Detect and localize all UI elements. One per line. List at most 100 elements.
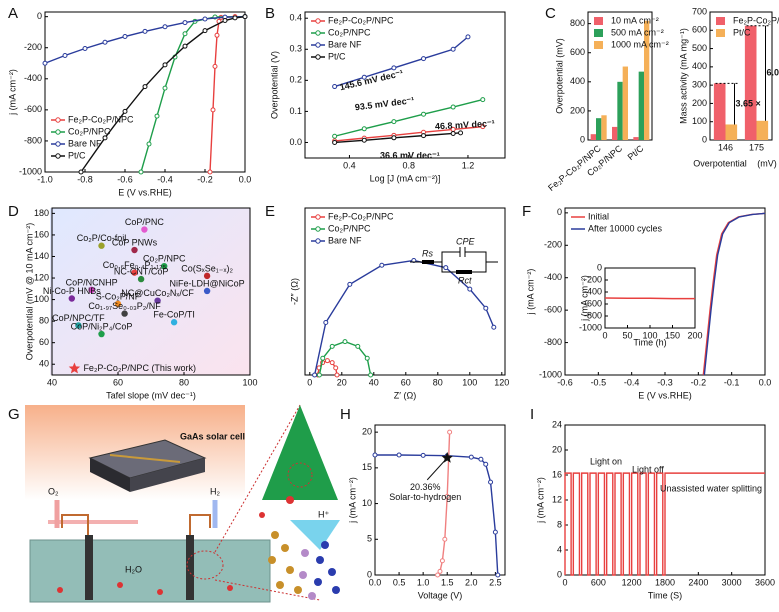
data-line [564,472,765,576]
gas-label: H₂ [210,486,220,496]
circuit-label: Rs [422,248,433,258]
bar [596,118,602,140]
y-tick-label: 10 [362,498,372,508]
data-point [323,320,329,326]
x-tick-label: 40 [47,377,57,387]
y-axis-label: Mass activity (mA mg⁻¹) [678,28,688,124]
y-tick-label: 16 [552,469,562,479]
y-axis-label: j (mA cm⁻²) [525,269,535,316]
x-tick-label: 146 [718,142,733,152]
data-point [391,119,397,125]
y-tick-label: 0.1 [289,106,302,116]
data-point [495,572,501,578]
x-tick-label: 0.0 [239,174,252,184]
y-tick-label: 200 [570,105,585,115]
panel-label: E [265,203,275,220]
legend-label: Bare NF [68,138,102,148]
y-tick-label: 700 [692,6,707,16]
data-point [142,28,148,34]
x-axis-label: Voltage (V) [418,590,463,600]
y-tick-label: 0 [580,134,585,144]
y-tick-label: 0.0 [289,137,302,147]
panel-label: B [265,5,275,22]
bar [644,20,650,140]
x-tick-label: 80 [433,377,443,387]
bar [601,115,607,140]
resistor [422,260,434,264]
data-line [375,454,499,576]
point-label: NC@CuCo₂Nₓ/CF [121,288,194,298]
x-tick-label: 50 [622,330,632,340]
x-tick-label: 0 [602,330,607,340]
data-point [131,246,138,254]
data-point [202,28,208,34]
data-point [214,32,220,38]
data-point [450,130,456,136]
y-tick-label: -1000 [579,322,602,332]
point-label: NC-CNT/CoP [114,266,169,276]
y-tick-label: 8 [557,519,562,529]
data-point [491,324,497,330]
data-point [182,31,188,37]
y-tick-label: 400 [570,76,585,86]
x-axis-label: Log [J (mA cm⁻²)] [370,173,441,183]
solar-cell-side [90,458,130,492]
point-label: Co₂P/NPC [143,254,186,264]
data-point [439,558,445,564]
data-point [242,14,248,20]
legend-marker [55,141,61,147]
y-axis-label: Overpotential (V) [269,51,279,119]
y-tick-label: 600 [692,25,707,35]
point-label: S-Co₂P/NF [96,291,141,301]
operating-point [441,451,453,463]
bar [622,66,628,140]
data-point [468,454,474,460]
data-point [492,529,498,535]
data-point [329,343,335,349]
legend-label: Pt/C [68,150,86,160]
y-tick-label: 0.4 [289,13,302,23]
bar [744,25,757,140]
x-tick-label: 80 [179,377,189,387]
legend-swatch [594,17,603,25]
circuit-label: CPE [456,236,476,246]
data-point [232,15,238,21]
y-tick-label: 100 [692,116,707,126]
data-point [102,135,108,141]
data-point [361,137,367,143]
x-tick-label: 0.8 [402,160,415,170]
panel-label: A [8,5,18,22]
legend-label: After 10000 cycles [588,223,663,233]
data-point [483,305,489,311]
this-work-point [68,362,81,374]
y-tick-label: 60 [39,337,49,347]
y-tick-label: 100 [34,294,49,304]
bar [713,83,726,140]
data-point [42,60,48,66]
x-tick-label: -0.6 [117,174,133,184]
x-tick-label: -1.0 [37,174,53,184]
data-point [154,113,160,119]
molecule [117,582,123,588]
y-tick-label: 300 [692,80,707,90]
stc-label: Solar-to-hydrogen [389,492,461,502]
x-tick-label: 100 [642,330,657,340]
bar [617,81,623,140]
point-label: CoP/NCNHP [66,277,118,287]
point-label: Co₀.₆Fe₀.₄P₁.₁₂₅ [103,260,167,270]
y-tick-label: -1000 [539,369,562,379]
panel-label: C [545,5,556,22]
atoms [299,549,316,600]
x-tick-label: -0.2 [691,377,707,387]
data-point [202,16,208,22]
y-tick-label: 140 [34,251,49,261]
data-point [379,262,385,268]
y-axis-label: Overpotential (mV) [554,38,564,114]
data-line [80,15,246,173]
bar [638,71,644,140]
data-point [450,46,456,52]
bar [612,126,618,140]
data-point [98,330,105,338]
note: Light off [632,464,664,474]
